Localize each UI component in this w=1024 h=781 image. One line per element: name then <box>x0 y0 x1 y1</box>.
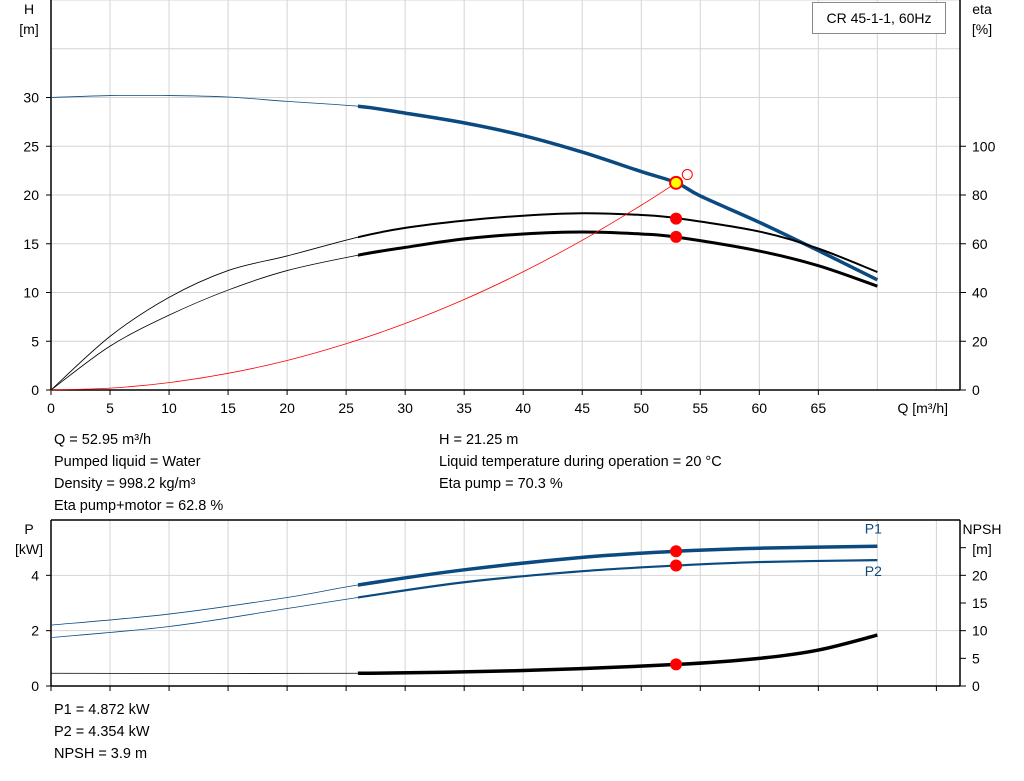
curve-eta-pump-extended <box>50 236 358 391</box>
info-temperature: Liquid temperature during operation = 20… <box>439 454 722 470</box>
x-tick-label: 40 <box>515 400 531 416</box>
curve-P1-extended <box>50 584 358 626</box>
x-tick-label: 60 <box>752 400 768 416</box>
curve-NPSH-extended <box>50 672 358 674</box>
operating-point <box>670 559 683 572</box>
x-tick-label: 30 <box>397 400 413 416</box>
x-tick-label: 35 <box>456 400 472 416</box>
series-label-P1: P1 <box>865 520 882 536</box>
y-tick-label: 4 <box>31 567 39 583</box>
x-tick-label: 0 <box>47 400 55 416</box>
curve-head-extended <box>50 94 358 107</box>
info-density: Density = 998.2 kg/m³ <box>54 476 196 492</box>
x-tick-label: 45 <box>574 400 590 416</box>
info-bottom: P1 = 4.872 kW P2 = 4.354 kW NPSH = 3.9 m <box>54 699 150 765</box>
y2-tick-label: 0 <box>972 382 980 398</box>
info-p1: P1 = 4.872 kW <box>54 702 150 718</box>
operating-point <box>670 230 683 243</box>
curve-eta-pump <box>357 212 878 273</box>
y2-tick-label: 40 <box>972 285 988 301</box>
x-tick-label: 25 <box>338 400 354 416</box>
y-tick-label: 0 <box>31 382 39 398</box>
y2-axis-unit: [m] <box>972 541 991 557</box>
x-tick-label: 55 <box>692 400 708 416</box>
y2-tick-label: 60 <box>972 236 988 252</box>
info-flow: Q = 52.95 m³/h <box>54 432 152 448</box>
info-eta-pump: Eta pump = 70.3 % <box>439 476 563 492</box>
info-liquid: Pumped liquid = Water <box>54 454 201 470</box>
duty-point <box>669 175 684 190</box>
y-axis-label: H <box>24 1 34 17</box>
x-tick-label: 10 <box>161 400 177 416</box>
y2-tick-label: 15 <box>972 595 988 611</box>
curve-P2 <box>357 559 878 599</box>
curve-P2-extended <box>50 597 358 638</box>
y-tick-label: 2 <box>31 623 39 639</box>
curve-system <box>50 182 677 391</box>
y-tick-label: 5 <box>31 333 39 349</box>
operating-point <box>670 658 683 671</box>
y2-axis-label: NPSH <box>963 521 1002 537</box>
info-eta-pump-motor: Eta pump+motor = 62.8 % <box>54 498 224 514</box>
x-tick-label: 20 <box>279 400 295 416</box>
x-tick-label: 65 <box>811 400 827 416</box>
y-tick-label: 10 <box>23 285 39 301</box>
y-axis-unit: [kW] <box>15 541 43 557</box>
info-head: H = 21.25 m <box>439 432 519 448</box>
curve-eta-pump-motor-extended <box>50 254 358 391</box>
y-tick-label: 30 <box>23 90 39 106</box>
x-tick-label: 15 <box>220 400 236 416</box>
y-tick-label: 20 <box>23 187 39 203</box>
info-p2: P2 = 4.354 kW <box>54 724 150 740</box>
y-tick-label: 0 <box>31 678 39 694</box>
x-tick-label: 5 <box>106 400 114 416</box>
y2-tick-label: 0 <box>972 678 980 694</box>
y-tick-label: 15 <box>23 236 39 252</box>
info-top-right: H = 21.25 m Liquid temperature during op… <box>439 429 722 495</box>
operating-point <box>670 545 683 558</box>
x-tick-label: 50 <box>633 400 649 416</box>
y2-tick-label: 10 <box>972 623 988 639</box>
curve-eta-pump-motor <box>357 230 878 288</box>
y2-tick-label: 80 <box>972 187 988 203</box>
curve-NPSH <box>357 633 878 676</box>
legend-label: CR 45-1-1, 60Hz <box>812 2 946 34</box>
open-point <box>681 169 693 181</box>
info-top-left: Q = 52.95 m³/h Pumped liquid = Water Den… <box>54 429 223 517</box>
y2-axis-label: eta <box>972 1 992 17</box>
y-axis-unit: [m] <box>19 21 38 37</box>
y2-tick-label: 20 <box>972 333 988 349</box>
info-npsh: NPSH = 3.9 m <box>54 746 148 762</box>
y2-axis-unit: [%] <box>972 21 992 37</box>
y2-tick-label: 20 <box>972 567 988 583</box>
y-axis-label: P <box>24 521 33 537</box>
y-tick-label: 25 <box>23 138 39 154</box>
x-axis-label: Q [m³/h] <box>897 400 948 416</box>
curve-P1 <box>357 544 878 587</box>
operating-point <box>670 212 683 225</box>
y2-tick-label: 5 <box>972 650 980 666</box>
y2-tick-label: 100 <box>972 138 996 154</box>
series-label-P2: P2 <box>865 563 882 579</box>
curve-head <box>357 104 879 282</box>
